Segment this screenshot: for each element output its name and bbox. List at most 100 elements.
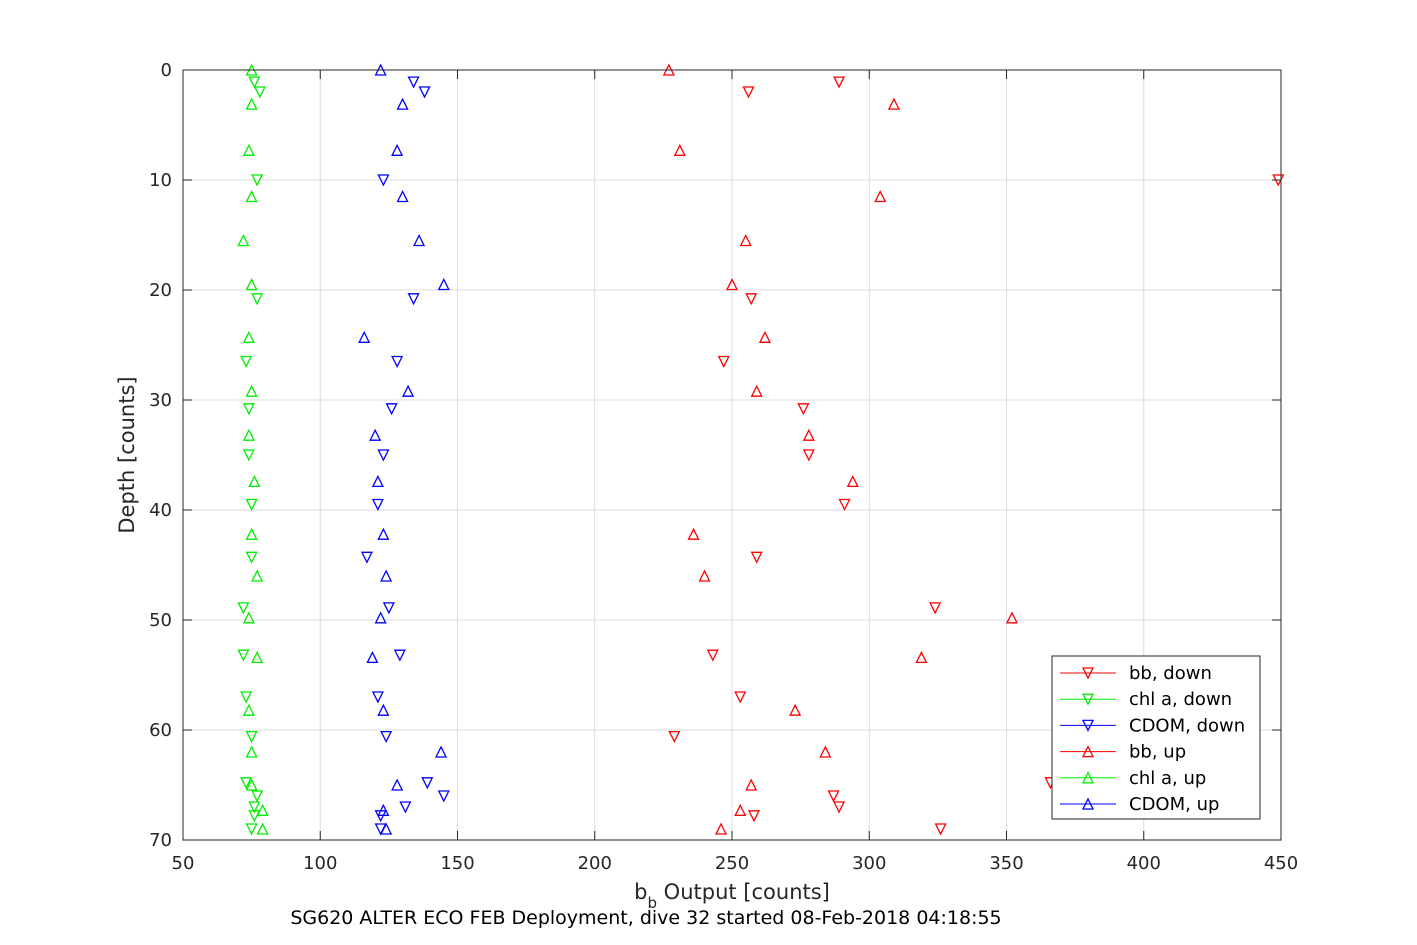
x-tick-label: 400 [1127, 853, 1161, 874]
data-point [789, 703, 802, 716]
x-tick-label: 450 [1264, 853, 1298, 874]
data-point [734, 691, 747, 704]
data-point [245, 384, 258, 397]
legend-marker [1081, 719, 1095, 732]
data-point [251, 790, 264, 803]
x-tick-label: 200 [578, 853, 612, 874]
data-point [374, 611, 387, 624]
data-point [399, 801, 412, 814]
x-tick-label: 250 [715, 853, 749, 874]
data-point [802, 449, 815, 462]
x-tick-label: 50 [172, 853, 195, 874]
y-tick-label: 70 [149, 830, 172, 851]
data-point [245, 745, 258, 758]
data-point [391, 355, 404, 368]
data-point [256, 822, 269, 835]
x-tick-label: 350 [989, 853, 1023, 874]
data-point [245, 778, 258, 791]
data-point [371, 474, 384, 488]
data-point [714, 822, 728, 835]
data-point [750, 551, 763, 564]
x-axis-label-main: b [634, 880, 647, 904]
x-axis-label-rest: Output [counts] [657, 880, 830, 904]
data-point [248, 76, 261, 89]
data-point [237, 234, 250, 247]
legend-marker [1081, 745, 1095, 758]
legend-entry-label: chl a, down [1129, 689, 1232, 710]
data-point [874, 190, 887, 203]
data-point [377, 703, 390, 716]
data-point [251, 650, 264, 664]
data-point [253, 86, 266, 99]
data-point [1005, 611, 1019, 624]
data-point [242, 449, 255, 462]
data-point [240, 355, 253, 368]
data-point [245, 551, 258, 564]
data-point [846, 474, 859, 488]
x-axis-label-subscript: b [647, 894, 657, 912]
data-point [242, 428, 255, 441]
data-point [369, 428, 382, 441]
data-markers [237, 63, 1285, 836]
y-tick-labels: 0 10 20 30 40 50 60 70 [149, 60, 1281, 851]
series-3 [662, 63, 1019, 835]
data-point [725, 278, 739, 291]
data-point [237, 602, 250, 615]
data-point [360, 551, 373, 564]
data-point [747, 810, 761, 823]
x-axis-label: bb Output [counts] [634, 880, 830, 912]
data-point [380, 569, 393, 582]
data-point [385, 403, 398, 416]
legend: bb, down chl a, down CDOM, down bb, up chl a… [1051, 655, 1261, 820]
legend-marker [1081, 797, 1095, 810]
y-axis-label: Depth [counts] [115, 376, 139, 533]
data-point [396, 97, 409, 110]
data-point [750, 384, 763, 397]
data-point [242, 703, 255, 716]
legend-entry-label: bb, up [1129, 742, 1186, 763]
data-point [242, 611, 255, 624]
data-point [382, 602, 395, 615]
series-0 [668, 76, 1285, 836]
series-5 [358, 63, 450, 835]
data-point [251, 569, 264, 582]
data-point [706, 649, 719, 662]
series-2 [360, 76, 450, 836]
data-point [377, 174, 390, 187]
data-point [245, 190, 258, 203]
data-point [413, 234, 426, 247]
y-tick-label: 20 [149, 280, 172, 301]
legend-marker [1081, 771, 1095, 784]
legend-marker [1081, 667, 1095, 680]
data-point [887, 97, 901, 110]
legend-entry-label: CDOM, up [1129, 794, 1219, 815]
figure-footer-caption: SG620 ALTER ECO FEB Deployment, dive 32 … [290, 907, 1001, 929]
data-point [251, 174, 264, 187]
data-point [745, 778, 758, 791]
data-point [248, 474, 261, 488]
data-point [380, 822, 393, 835]
data-point [371, 691, 384, 704]
y-tick-label: 10 [149, 170, 172, 191]
data-point [380, 730, 393, 744]
legend-marker [1081, 693, 1095, 706]
data-point [245, 823, 258, 836]
data-point [240, 691, 253, 704]
data-point [418, 86, 431, 99]
x-tick-labels: 50 100 150 200 250 300 350 400 450 [172, 70, 1298, 874]
x-tick-label: 300 [852, 853, 886, 874]
legend-entry-label: bb, down [1129, 663, 1212, 684]
data-point [717, 355, 730, 368]
data-point [377, 527, 390, 540]
data-point [833, 76, 846, 89]
data-point [242, 403, 255, 416]
data-point [393, 649, 406, 662]
data-point [396, 190, 409, 203]
legend-entry-label: CDOM, down [1129, 715, 1245, 736]
data-point [240, 777, 253, 790]
data-point [797, 403, 810, 416]
data-point [668, 730, 681, 744]
series-4 [237, 63, 269, 835]
legend-box [1051, 655, 1261, 820]
